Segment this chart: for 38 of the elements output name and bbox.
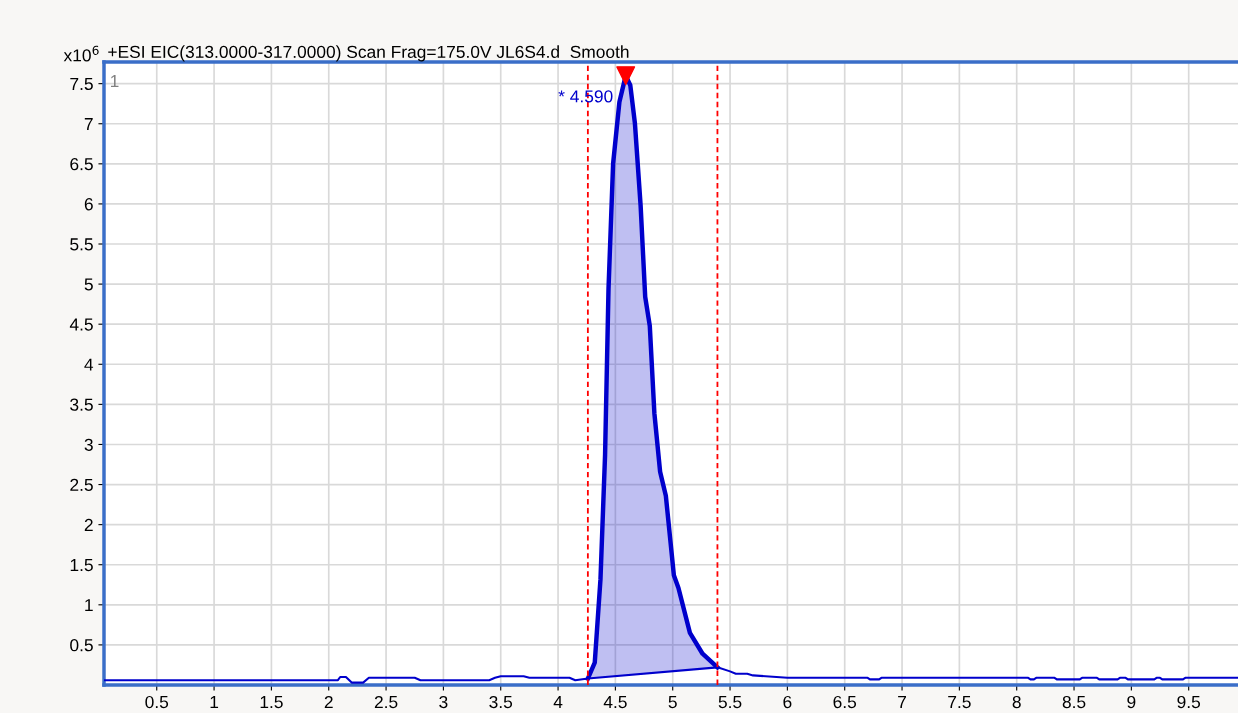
y-tick-label: 0.5	[70, 639, 93, 652]
x-tick-label: 5	[668, 696, 677, 709]
x-tick-label: 6.5	[833, 695, 857, 709]
x-tick-label: 6	[783, 695, 792, 709]
y-tick-label: 2.5	[70, 478, 93, 492]
x-tick-label: 3.5	[489, 695, 513, 709]
y-tick-label: 7	[84, 118, 93, 131]
y-tick-label: 3.5	[70, 398, 93, 411]
y-tick-label: 1	[85, 599, 93, 612]
y-tick-label: 4	[84, 358, 94, 371]
annotation: 1	[110, 75, 119, 88]
y-tick-label: 3	[84, 438, 93, 451]
x-tick-label: 4.5	[603, 696, 627, 709]
chart-title: +ESI EIC(313.0000-317.0000) Scan Frag=175.0V JL6S4.d Smooth	[108, 45, 629, 62]
x-tick-label: 9	[1127, 695, 1136, 709]
y-tick-label: 1.5	[70, 559, 93, 572]
y-tick-label: 6	[84, 198, 93, 211]
y-tick-label: 5	[84, 278, 93, 291]
x-tick-label: 2.5	[374, 695, 398, 709]
x-tick-label: 1.5	[260, 696, 283, 709]
x-tick-label: 8.5	[1062, 695, 1086, 709]
x-tick-label: 1	[210, 696, 219, 708]
x-tick-label: 2	[324, 695, 333, 708]
x-tick-label: 5.5	[718, 696, 742, 709]
y-tick-label: 7.5	[70, 78, 93, 91]
x-tick-label: 3	[439, 695, 448, 709]
x-tick-label: 7.5	[948, 696, 971, 709]
y-tick-label: 5.5	[70, 238, 93, 251]
y-tick-label: 6.5	[70, 158, 93, 171]
y-tick-label: 2	[84, 518, 93, 531]
x-tick-label: 0.5	[145, 695, 169, 709]
x-tick-label: 8	[1012, 695, 1021, 709]
x-tick-label: 9.5	[1177, 695, 1201, 709]
x-tick-label: 4	[553, 696, 563, 708]
y-tick-label: 4.5	[69, 318, 93, 331]
text: x10$^{6}$	[63, 45, 99, 62]
annotation: * 4.590	[558, 90, 613, 103]
x-tick-label: 7	[898, 696, 906, 708]
